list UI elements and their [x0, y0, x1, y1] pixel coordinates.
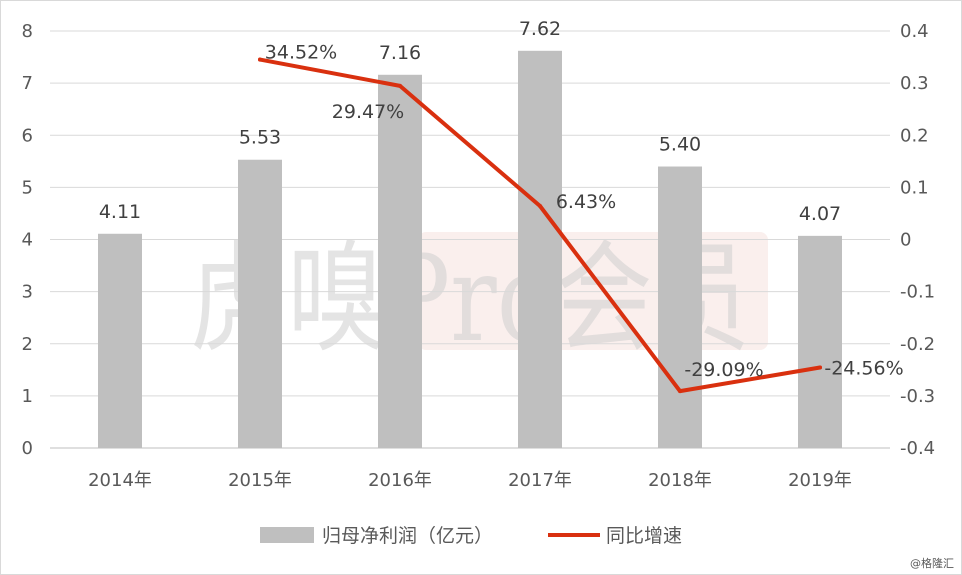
y-left-tick-label: 8	[22, 21, 33, 42]
y-left-tick-label: 5	[22, 177, 33, 198]
legend-label-bar: 归母净利润（亿元）	[322, 525, 493, 547]
y-right-tick-label: -0.3	[900, 386, 935, 407]
line-point	[538, 203, 542, 208]
axes: 0 1 2 3 4 5 6 7 8 -0.4 -0.3 -0.2 -0.1 0 0.1 0.2 0.3 0.4 20…	[22, 21, 936, 491]
y-left-tick-label: 1	[22, 386, 33, 407]
x-tick-label: 2017年	[508, 470, 572, 491]
bar-data-label: 7.62	[519, 18, 561, 40]
bar	[518, 50, 562, 449]
bar-data-label: 7.16	[379, 42, 421, 64]
line-point	[398, 83, 402, 88]
y-right-tick-label: 0.4	[900, 21, 929, 42]
y-left-tick-label: 3	[22, 282, 33, 303]
y-left-tick-label: 6	[22, 125, 33, 146]
line-point	[818, 365, 822, 370]
line-point	[258, 57, 262, 62]
bar-series	[98, 50, 842, 449]
data-labels: 4.11 5.53 7.16 7.62 5.40 4.07 34.52% 29.47% 6.43…	[99, 18, 904, 381]
y-right-tick-label: -0.4	[900, 438, 935, 459]
credit-text: @格隆汇	[910, 556, 954, 570]
y-right-tick-label: -0.2	[900, 334, 935, 355]
line-series	[258, 57, 822, 394]
y-left-tick-label: 0	[22, 438, 33, 459]
y-right-tick-label: 0.2	[900, 125, 929, 146]
y-left-tick-label: 4	[22, 230, 33, 251]
bar	[798, 235, 842, 448]
line-data-label: 34.52%	[265, 42, 337, 64]
legend: 归母净利润（亿元） 同比增速	[260, 525, 682, 547]
legend-swatch-bar	[260, 527, 314, 543]
x-tick-label: 2015年	[228, 470, 292, 491]
bar	[658, 166, 702, 448]
y-left-tick-label: 7	[22, 73, 33, 94]
line-data-label: 29.47%	[332, 101, 404, 123]
line-data-label: 6.43%	[556, 191, 616, 213]
bar	[238, 159, 282, 448]
y-right-tick-label: -0.1	[900, 282, 935, 303]
bar-data-label: 5.40	[659, 134, 701, 156]
line-data-label: -29.09%	[684, 359, 763, 381]
bar-data-label: 4.11	[99, 201, 141, 223]
x-tick-label: 2014年	[88, 470, 152, 491]
bar-data-label: 5.53	[239, 127, 281, 149]
y-right-tick-label: 0.1	[900, 177, 929, 198]
bar	[378, 74, 422, 448]
x-tick-label: 2016年	[368, 470, 432, 491]
bar	[98, 233, 142, 448]
y-right-tick-label: 0.3	[900, 73, 929, 94]
line-data-label: -24.56%	[824, 358, 903, 380]
y-left-tick-label: 2	[22, 334, 33, 355]
y-right-tick-label: 0	[900, 230, 911, 251]
x-tick-label: 2018年	[648, 470, 712, 491]
bar-data-label: 4.07	[799, 203, 841, 225]
legend-label-line: 同比增速	[606, 525, 682, 547]
watermark-text: 虎嗅Pro会员	[190, 230, 750, 369]
line-point	[678, 389, 682, 394]
x-tick-label: 2019年	[788, 470, 852, 491]
